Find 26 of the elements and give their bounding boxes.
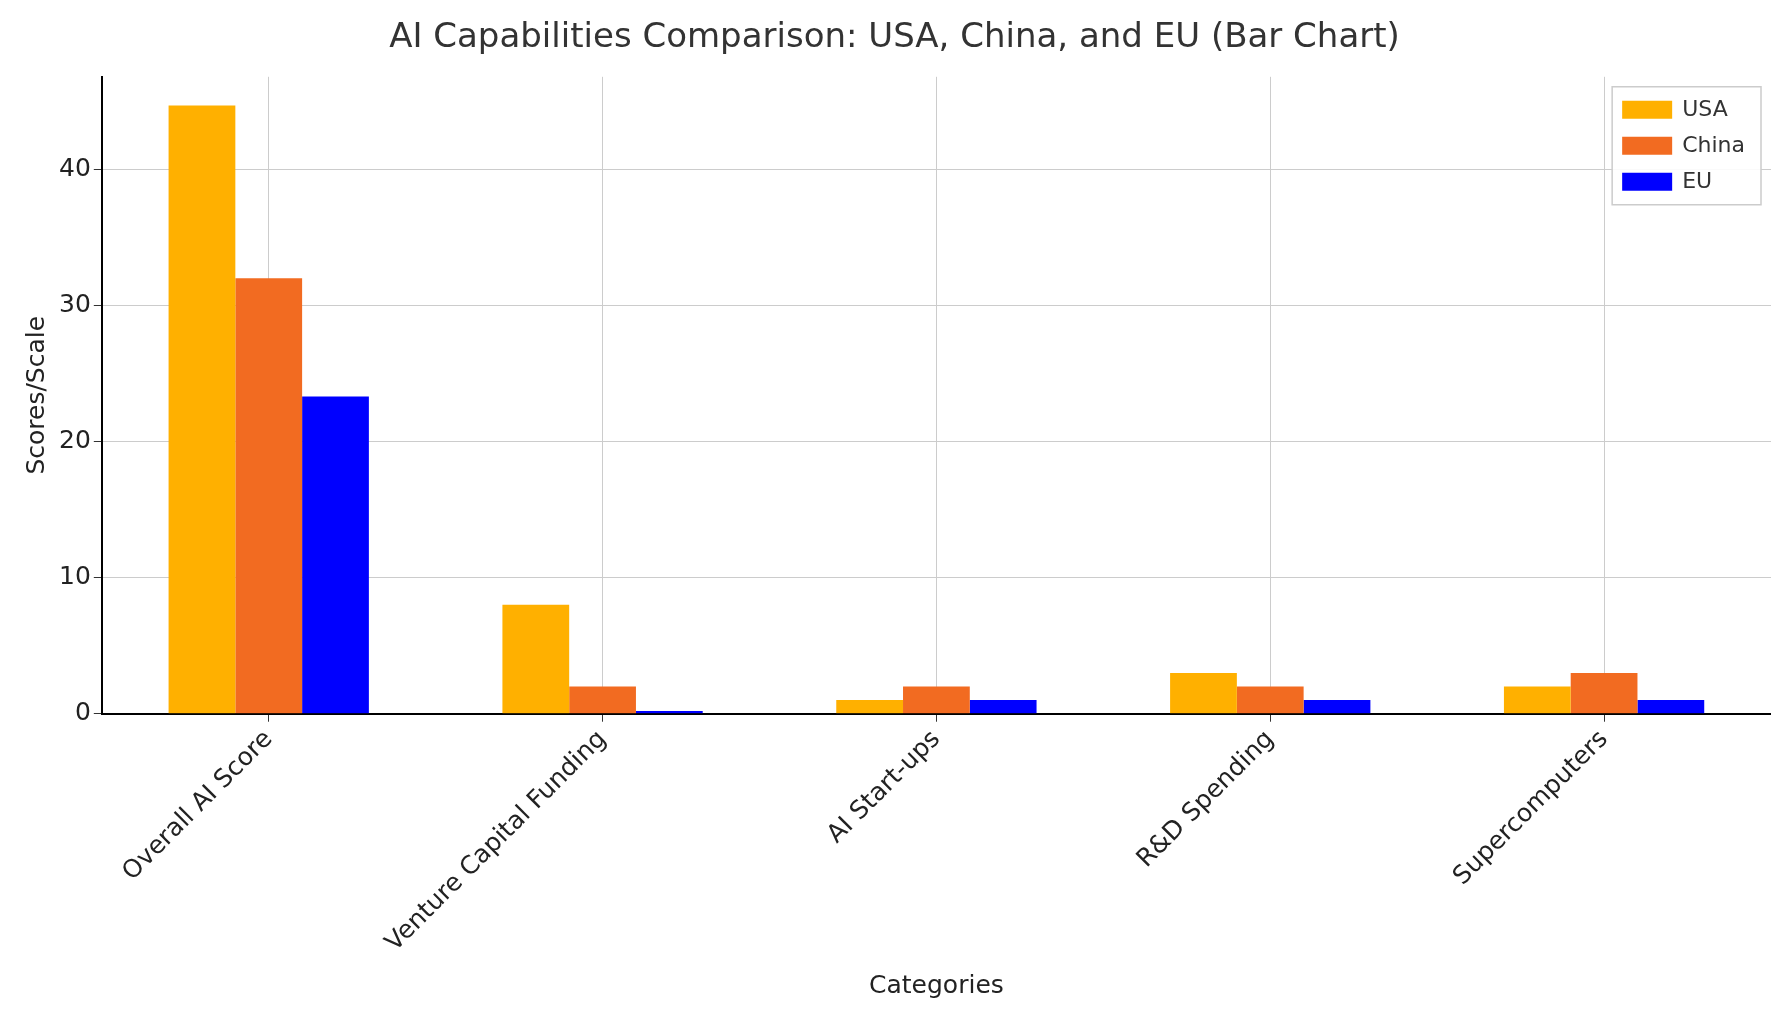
y-tick-label: 20 — [59, 425, 91, 455]
bar — [569, 686, 636, 714]
y-tick-label: 40 — [59, 152, 91, 182]
y-tick-label: 30 — [59, 288, 91, 318]
y-tick-label: 0 — [74, 697, 91, 727]
bar — [836, 700, 904, 714]
bar — [168, 105, 236, 714]
bar — [969, 700, 1037, 714]
bar — [1236, 686, 1304, 714]
legend-label: USA — [1682, 95, 1728, 121]
bar — [1637, 700, 1705, 714]
legend-label: EU — [1682, 167, 1713, 193]
bar — [1303, 700, 1371, 714]
bar — [502, 604, 570, 714]
legend-label: China — [1682, 131, 1745, 157]
bar — [1570, 672, 1638, 714]
bar — [903, 686, 970, 714]
bar — [635, 710, 703, 714]
bar — [235, 278, 303, 714]
bar — [1170, 672, 1237, 714]
chart-title: AI Capabilities Comparison: USA, China, and EU (Bar Chart) — [389, 15, 1400, 56]
bar — [302, 396, 369, 714]
x-axis-title: Categories — [869, 969, 1004, 999]
bar — [1503, 686, 1571, 714]
y-tick-label: 10 — [59, 561, 91, 591]
y-axis-title: Scores/Scale — [20, 315, 50, 475]
